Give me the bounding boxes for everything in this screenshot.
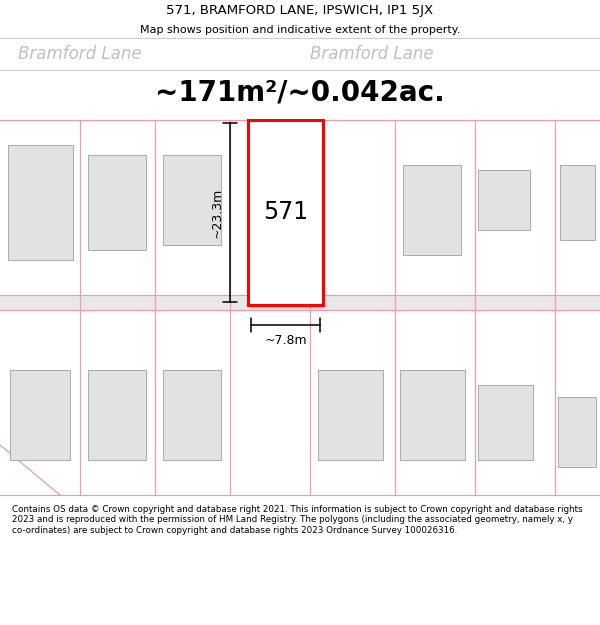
Bar: [478, 385, 533, 460]
Bar: [163, 370, 221, 460]
Bar: [88, 370, 146, 460]
Text: ~23.3m: ~23.3m: [211, 188, 223, 238]
Bar: [478, 170, 530, 230]
Text: Bramford Lane: Bramford Lane: [310, 45, 434, 63]
Bar: [163, 155, 221, 245]
Bar: [10, 370, 70, 460]
Bar: [558, 397, 596, 467]
Bar: [403, 165, 461, 255]
Bar: [248, 120, 323, 305]
Bar: [88, 155, 146, 250]
Text: ~171m²/~0.042ac.: ~171m²/~0.042ac.: [155, 79, 445, 106]
Text: 571, BRAMFORD LANE, IPSWICH, IP1 5JX: 571, BRAMFORD LANE, IPSWICH, IP1 5JX: [166, 4, 434, 17]
Text: Map shows position and indicative extent of the property.: Map shows position and indicative extent…: [140, 24, 460, 34]
Bar: [0, 295, 600, 310]
Text: Bramford Lane: Bramford Lane: [18, 45, 142, 63]
Text: 571: 571: [263, 201, 308, 224]
Text: ~7.8m: ~7.8m: [264, 334, 307, 348]
Bar: [400, 370, 465, 460]
Bar: [318, 370, 383, 460]
Bar: [560, 165, 595, 240]
Text: Contains OS data © Crown copyright and database right 2021. This information is : Contains OS data © Crown copyright and d…: [12, 505, 583, 535]
Bar: [8, 145, 73, 260]
